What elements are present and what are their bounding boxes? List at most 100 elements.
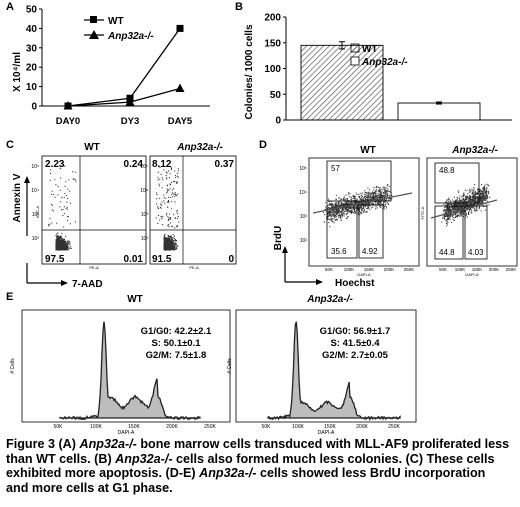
c-event-dot (173, 239, 175, 242)
d-event-dot (450, 221, 453, 224)
panel-c-label: C (6, 139, 14, 151)
c-event-dot (165, 236, 167, 239)
c-event-dot (169, 245, 172, 247)
d-event-dot (447, 218, 450, 220)
c-event-dot (175, 181, 177, 183)
c-event-dot (166, 191, 168, 193)
d-event-dot (488, 204, 490, 206)
c-event-dot (176, 172, 178, 175)
d-event-dot (467, 213, 470, 215)
d-event-dot (488, 192, 490, 195)
c-event-dot (64, 185, 66, 187)
d-event-dot (449, 208, 451, 210)
c-event-dot (55, 242, 57, 244)
d-event-dot (328, 198, 330, 200)
d-tick-label: 10² (300, 238, 308, 244)
d-event-dot (369, 192, 371, 194)
d-event-dot (469, 195, 471, 197)
d-xtick-label: 50K (439, 267, 447, 272)
d-event-dot (445, 212, 447, 214)
d-event-dot (351, 206, 354, 208)
d-event-dot (345, 194, 347, 196)
d-event-dot (343, 199, 346, 201)
d-event-dot (470, 198, 472, 200)
c-event-dot (170, 246, 172, 248)
c-event-dot (157, 205, 159, 208)
panel-a-ylabel: X 10⁴/ml (12, 52, 23, 92)
c-event-dot (176, 175, 178, 177)
c-event-dot (63, 241, 65, 243)
d-event-dot (474, 199, 476, 201)
d-event-dot (368, 193, 370, 195)
d-event-dot (385, 192, 387, 194)
d-event-dot (475, 192, 477, 194)
c-event-dot (72, 178, 74, 180)
c-event-dot (69, 243, 71, 246)
d-event-dot (343, 215, 345, 217)
brdu-plot-ko: Anp32a-/- 48.8 44.8 4.03 FITC-A DAPI-A (420, 145, 518, 277)
d-event-dot (385, 202, 387, 204)
legend-wt-marker (90, 16, 97, 23)
d-event-dot (445, 220, 447, 222)
d-event-dot (386, 185, 388, 187)
d-event-dot (459, 203, 461, 206)
c-event-dot (56, 247, 58, 249)
c-event-dot (172, 249, 174, 251)
c-event-dot (62, 247, 64, 249)
d-event-dot (332, 221, 334, 223)
d-event-dot (466, 208, 469, 210)
d-event-dot (359, 198, 361, 200)
c-event-dot (69, 190, 71, 192)
d-event-dot (381, 195, 383, 197)
d-event-dot (468, 210, 470, 212)
c-event-dot (168, 218, 170, 221)
d-event-dot (477, 192, 479, 194)
d-event-dot (339, 217, 341, 219)
c-event-dot (164, 242, 166, 245)
d-event-dot (335, 202, 337, 204)
d-event-dot (445, 206, 447, 208)
d-event-dot (336, 208, 338, 210)
c-event-dot (61, 244, 63, 246)
c-event-dot (162, 215, 164, 217)
panel-e-label: E (6, 291, 13, 303)
d-event-dot (329, 226, 331, 228)
d-event-dot (375, 186, 378, 188)
c-event-dot (175, 193, 177, 196)
c-event-dot (166, 238, 169, 240)
c-event-dot (57, 245, 59, 248)
c-event-dot (170, 181, 173, 183)
d-event-dot (366, 198, 368, 201)
c-event-dot (167, 247, 169, 250)
d-event-dot (481, 194, 483, 196)
c-event-dot (159, 178, 161, 180)
d-event-dot (331, 212, 333, 214)
c-event-dot (59, 236, 61, 238)
d-event-dot (476, 189, 479, 191)
d-event-dot (376, 195, 378, 197)
d-br-wt: 4.92 (362, 247, 378, 256)
c-event-dot (169, 188, 171, 190)
c-event-dot (57, 238, 59, 240)
c-event-dot (159, 206, 162, 208)
c-event-dot (171, 225, 174, 228)
d-event-dot (474, 196, 476, 198)
d-event-dot (365, 210, 367, 213)
d-event-dot (380, 192, 382, 194)
c-event-dot (165, 175, 167, 177)
d-event-dot (388, 198, 390, 200)
e-xtick-label: 250K (204, 424, 216, 430)
c-event-dot (62, 248, 65, 250)
panel-c: C Annexin V 7-AAD WT 2.23 0.24 97.5 0.01… (6, 139, 237, 288)
d-event-dot (329, 212, 331, 214)
c-event-dot (61, 232, 63, 235)
d-event-dot (447, 215, 450, 217)
d-event-dot (372, 189, 374, 191)
c-event-dot (157, 222, 159, 225)
d-event-dot (352, 211, 355, 214)
c-event-dot (165, 240, 167, 242)
d-event-dot (348, 192, 350, 194)
c-event-dot (49, 172, 52, 175)
d-event-dot (479, 190, 481, 193)
d-event-dot (450, 215, 452, 217)
